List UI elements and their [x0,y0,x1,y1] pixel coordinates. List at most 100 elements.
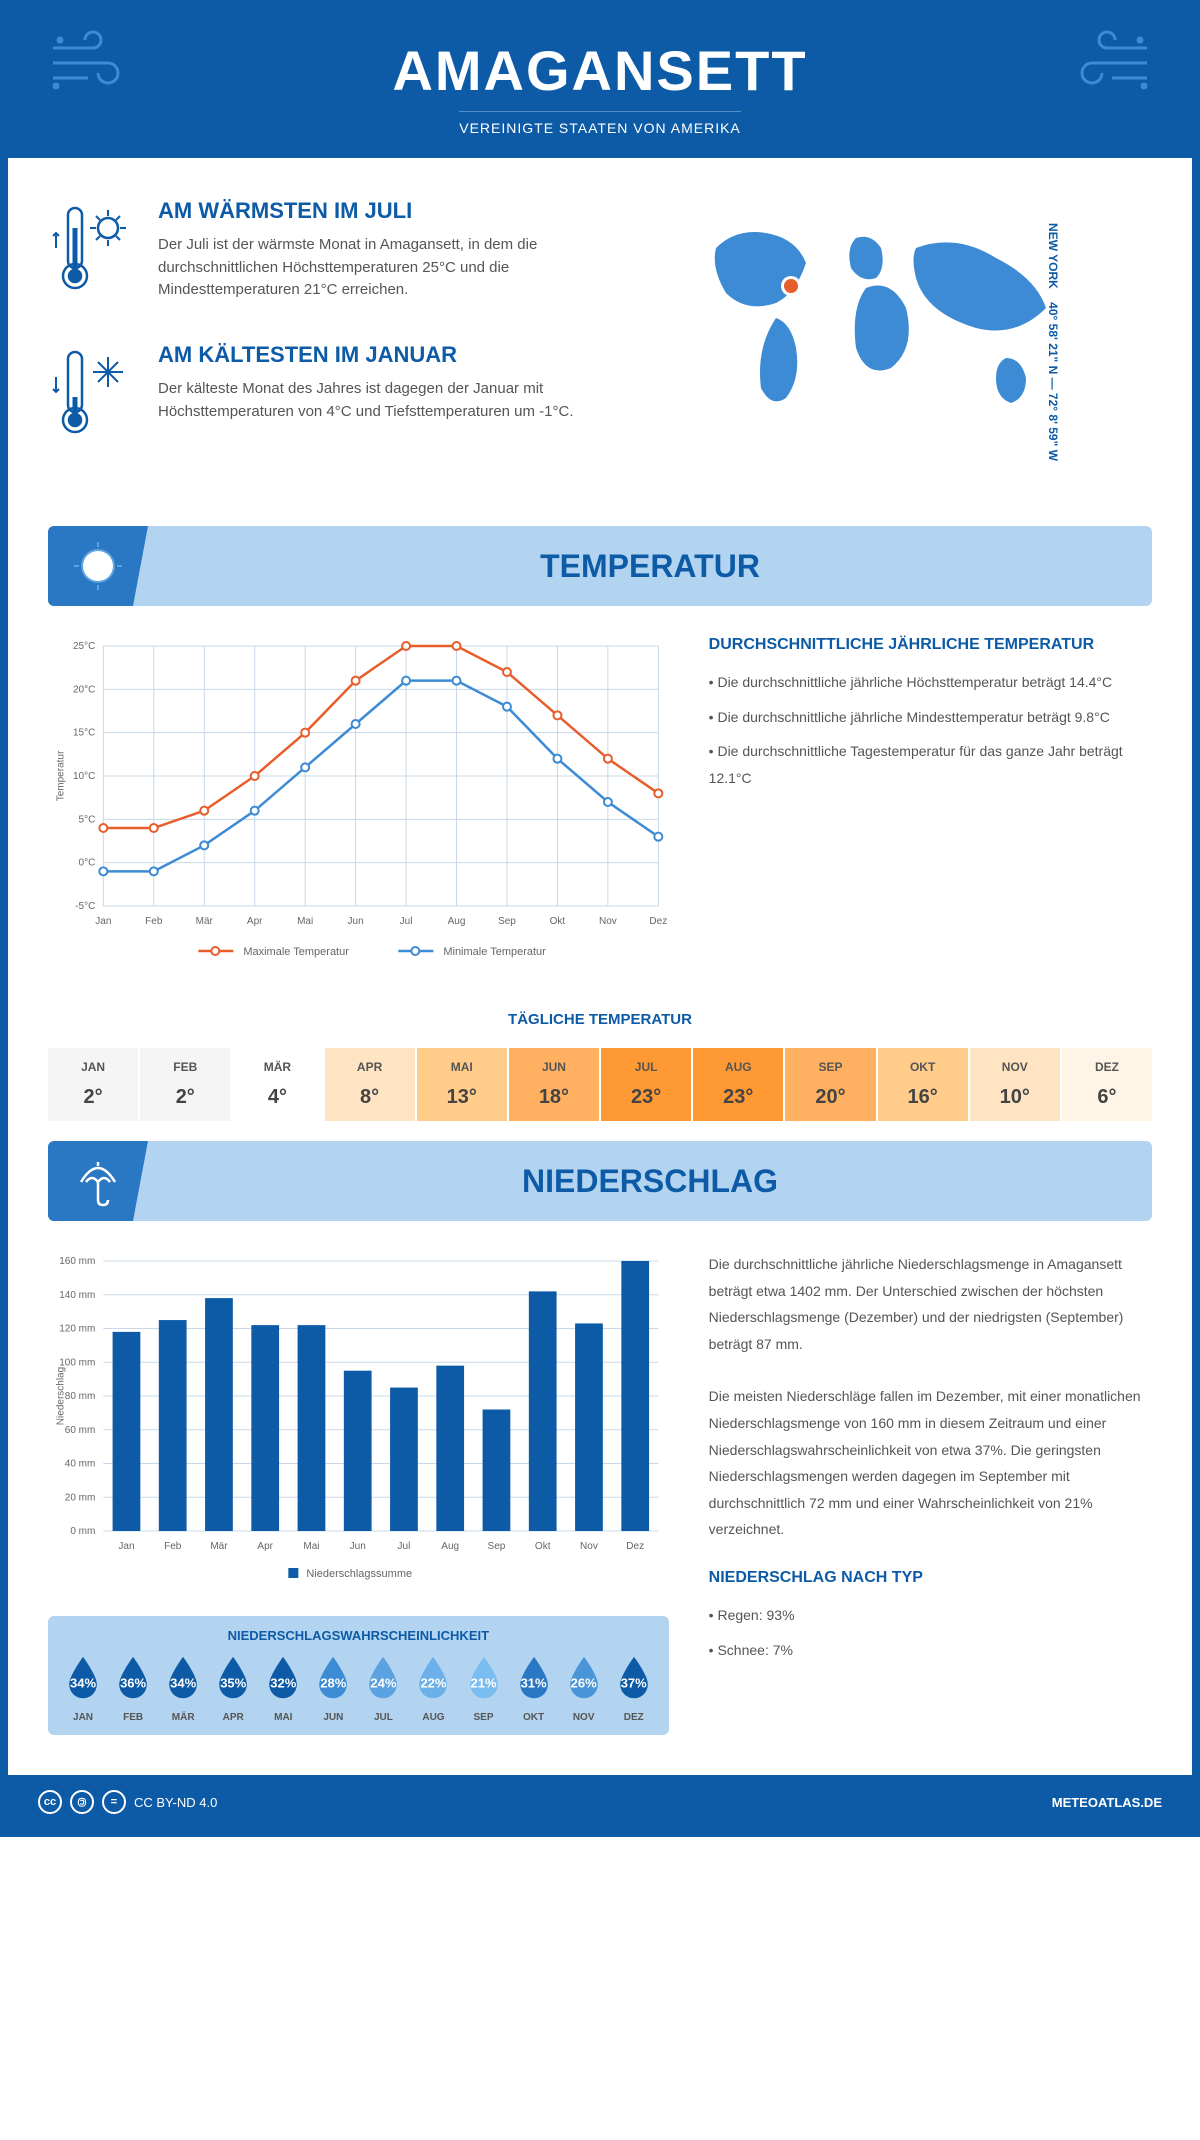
license-block: cc 🄯 = CC BY-ND 4.0 [38,1790,217,1814]
temp-cell: DEZ6° [1062,1048,1152,1121]
svg-text:Mär: Mär [196,916,214,927]
svg-text:160 mm: 160 mm [59,1256,95,1267]
svg-text:Mär: Mär [210,1541,228,1552]
thermometer-cold-icon [48,342,138,456]
drop-item: 35%APR [210,1655,256,1723]
warmest-block: AM WÄRMSTEN IM JULI Der Juli ist der wär… [48,198,580,312]
coldest-text: Der kälteste Monat des Jahres ist dagege… [158,378,580,423]
drop-item: 28%JUN [310,1655,356,1723]
svg-text:Jun: Jun [350,1541,366,1552]
temp-cell: MAI13° [417,1048,507,1121]
drop-item: 34%MÄR [160,1655,206,1723]
section-title-precipitation: NIEDERSCHLAG [148,1163,1152,1200]
temp-info-title: DURCHSCHNITTLICHE JÄHRLICHE TEMPERATUR [709,636,1152,654]
precipitation-row: 0 mm20 mm40 mm60 mm80 mm100 mm120 mm140 … [48,1251,1152,1735]
world-map-icon [620,198,1152,438]
coldest-title: AM KÄLTESTEN IM JANUAR [158,342,580,368]
temperature-info: DURCHSCHNITTLICHE JÄHRLICHE TEMPERATUR •… [709,636,1152,981]
svg-text:Okt: Okt [535,1541,551,1552]
precipitation-chart-box: 0 mm20 mm40 mm60 mm80 mm100 mm120 mm140 … [48,1251,669,1735]
temp-cell: NOV10° [970,1048,1060,1121]
precipitation-chart: 0 mm20 mm40 mm60 mm80 mm100 mm120 mm140 … [48,1251,669,1591]
svg-text:120 mm: 120 mm [59,1324,95,1335]
map-block: NEW YORK 40° 58' 21" N — 72° 8' 59" W [620,198,1152,486]
svg-text:Jan: Jan [118,1541,134,1552]
svg-text:Feb: Feb [145,916,163,927]
temp-cell: APR8° [325,1048,415,1121]
infographic-container: AMAGANSETT VEREINIGTE STAATEN VON AMERIK… [0,0,1200,1837]
precip-p2: Die meisten Niederschläge fallen im Deze… [709,1383,1152,1543]
precip-snow: • Schnee: 7% [709,1637,1152,1664]
section-header-precipitation: NIEDERSCHLAG [48,1141,1152,1221]
drop-item: 24%JUL [360,1655,406,1723]
temp-cell: JUL23° [601,1048,691,1121]
site-name: METEOATLAS.DE [1052,1795,1162,1810]
temp-info-b3: • Die durchschnittliche Tagestemperatur … [709,738,1152,791]
svg-text:Jul: Jul [400,916,413,927]
svg-text:5°C: 5°C [79,814,96,825]
svg-text:Feb: Feb [164,1541,182,1552]
svg-text:Sep: Sep [498,916,516,927]
cc-icon: cc [38,1790,62,1814]
temp-cell: JAN2° [48,1048,138,1121]
drop-item: 31%OKT [511,1655,557,1723]
drop-item: 22%AUG [410,1655,456,1723]
temp-cell: SEP20° [785,1048,875,1121]
probability-box: NIEDERSCHLAGSWAHRSCHEINLICHKEIT 34%JAN36… [48,1616,669,1735]
temp-cell: MÄR4° [232,1048,322,1121]
section-header-temperature: TEMPERATUR [48,526,1152,606]
coldest-block: AM KÄLTESTEN IM JANUAR Der kälteste Mona… [48,342,580,456]
svg-text:Jan: Jan [95,916,111,927]
svg-text:Apr: Apr [257,1541,273,1552]
svg-text:20°C: 20°C [73,684,95,695]
temp-cell: JUN18° [509,1048,599,1121]
temp-cell: FEB2° [140,1048,230,1121]
svg-text:Maximale Temperatur: Maximale Temperatur [243,946,349,958]
location-subtitle: VEREINIGTE STAATEN VON AMERIKA [459,111,741,136]
header: AMAGANSETT VEREINIGTE STAATEN VON AMERIK… [8,8,1192,158]
svg-text:Sep: Sep [488,1541,506,1552]
content: AM WÄRMSTEN IM JULI Der Juli ist der wär… [8,158,1192,1775]
svg-text:Niederschlag: Niederschlag [55,1367,66,1425]
svg-text:10°C: 10°C [73,771,95,782]
svg-text:60 mm: 60 mm [65,1425,96,1436]
precipitation-info: Die durchschnittliche jährliche Niedersc… [709,1251,1152,1735]
daily-temp-table: JAN2°FEB2°MÄR4°APR8°MAI13°JUN18°JUL23°AU… [48,1048,1152,1121]
temperature-chart: -5°C0°C5°C10°C15°C20°C25°CJanFebMärAprMa… [48,636,669,981]
warmest-title: AM WÄRMSTEN IM JULI [158,198,580,224]
svg-text:Aug: Aug [441,1541,459,1552]
precip-rain: • Regen: 93% [709,1602,1152,1629]
svg-text:Jun: Jun [348,916,364,927]
temp-cell: AUG23° [693,1048,783,1121]
svg-text:15°C: 15°C [73,728,95,739]
svg-text:Mai: Mai [297,916,313,927]
drop-item: 26%NOV [561,1655,607,1723]
thermometer-hot-icon [48,198,138,312]
svg-text:0 mm: 0 mm [70,1526,95,1537]
svg-text:20 mm: 20 mm [65,1492,96,1503]
footer: cc 🄯 = CC BY-ND 4.0 METEOATLAS.DE [8,1775,1192,1829]
svg-text:Apr: Apr [247,916,263,927]
section-title-temperature: TEMPERATUR [148,548,1152,585]
svg-text:Niederschlagssumme: Niederschlagssumme [306,1568,412,1580]
svg-text:80 mm: 80 mm [65,1391,96,1402]
license-text: CC BY-ND 4.0 [134,1795,217,1810]
drop-item: 32%MAI [260,1655,306,1723]
warmest-text: Der Juli ist der wärmste Monat in Amagan… [158,234,580,302]
coordinates: NEW YORK 40° 58' 21" N — 72° 8' 59" W [1046,223,1060,461]
drop-item: 37%DEZ [611,1655,657,1723]
svg-text:Dez: Dez [649,916,667,927]
precip-p1: Die durchschnittliche jährliche Niedersc… [709,1251,1152,1357]
svg-text:Nov: Nov [599,916,617,927]
svg-text:Minimale Temperatur: Minimale Temperatur [443,946,546,958]
svg-text:25°C: 25°C [73,641,95,652]
svg-text:140 mm: 140 mm [59,1290,95,1301]
temperature-row: -5°C0°C5°C10°C15°C20°C25°CJanFebMärAprMa… [48,636,1152,981]
probability-title: NIEDERSCHLAGSWAHRSCHEINLICHKEIT [60,1628,657,1643]
svg-text:40 mm: 40 mm [65,1459,96,1470]
svg-text:Mai: Mai [303,1541,319,1552]
summary-section: AM WÄRMSTEN IM JULI Der Juli ist der wär… [48,198,1152,486]
wind-icon-left [48,28,138,112]
by-icon: 🄯 [70,1790,94,1814]
svg-text:Okt: Okt [550,916,566,927]
